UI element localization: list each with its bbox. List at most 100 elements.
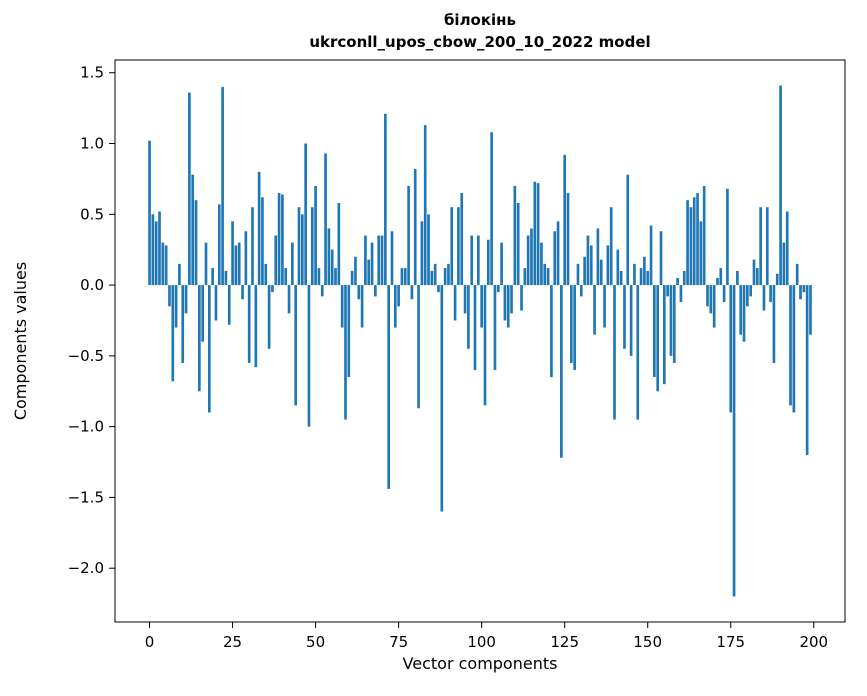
bar bbox=[669, 285, 673, 356]
bars-group bbox=[148, 85, 812, 597]
bar bbox=[579, 285, 583, 297]
bar bbox=[536, 183, 540, 286]
bar bbox=[503, 285, 507, 321]
bar bbox=[377, 235, 381, 286]
bar bbox=[513, 185, 517, 286]
bar bbox=[198, 285, 201, 392]
bar bbox=[729, 285, 733, 413]
bar bbox=[158, 211, 161, 286]
bar bbox=[516, 202, 520, 286]
bar bbox=[533, 181, 537, 286]
bar bbox=[586, 235, 590, 286]
bar bbox=[247, 285, 251, 363]
bar bbox=[251, 207, 254, 286]
bar bbox=[350, 270, 354, 286]
bar bbox=[463, 285, 467, 314]
bar bbox=[194, 200, 198, 286]
bar bbox=[340, 285, 344, 328]
bar bbox=[749, 285, 753, 297]
bar bbox=[593, 285, 596, 335]
bar bbox=[264, 263, 268, 286]
bar bbox=[178, 263, 181, 286]
bar bbox=[281, 194, 284, 286]
y-tick-label: −1.5 bbox=[68, 488, 104, 506]
bar bbox=[573, 285, 576, 371]
bar bbox=[706, 285, 709, 307]
bar bbox=[732, 285, 736, 597]
bar bbox=[589, 245, 593, 286]
bar bbox=[490, 132, 493, 286]
bar bbox=[397, 285, 400, 307]
bar bbox=[629, 285, 633, 356]
bar bbox=[347, 285, 351, 378]
bar bbox=[616, 249, 620, 286]
bar bbox=[400, 268, 404, 286]
bar bbox=[287, 285, 291, 314]
bar bbox=[357, 285, 361, 300]
bar bbox=[560, 285, 563, 458]
bar bbox=[234, 245, 238, 286]
bar bbox=[775, 273, 779, 286]
bar bbox=[726, 188, 729, 286]
bar bbox=[433, 263, 437, 286]
bar bbox=[443, 268, 447, 286]
bar bbox=[291, 242, 294, 286]
bar bbox=[300, 214, 304, 286]
x-tick-label: 0 bbox=[145, 633, 155, 651]
bar bbox=[712, 285, 716, 328]
bar bbox=[423, 125, 427, 286]
x-tick-label: 75 bbox=[389, 633, 408, 651]
bar bbox=[450, 207, 454, 286]
plot-box bbox=[114, 59, 846, 623]
bar bbox=[613, 285, 616, 420]
bar bbox=[460, 193, 464, 286]
bar bbox=[543, 263, 547, 286]
y-axis-label: Components values bbox=[11, 262, 30, 420]
bar bbox=[310, 207, 314, 286]
bar bbox=[284, 268, 288, 286]
y-tick-label: 0.0 bbox=[80, 276, 104, 294]
bar bbox=[317, 268, 321, 286]
bar bbox=[437, 285, 440, 293]
bar bbox=[576, 263, 580, 286]
bar bbox=[380, 235, 384, 286]
bar bbox=[623, 285, 626, 349]
bar bbox=[184, 285, 188, 314]
bar bbox=[639, 268, 643, 286]
bar bbox=[164, 245, 168, 286]
bar bbox=[211, 268, 214, 286]
bar bbox=[201, 285, 205, 342]
x-tick-label: 100 bbox=[467, 633, 496, 651]
bar bbox=[540, 242, 543, 286]
bar bbox=[656, 285, 660, 392]
bar bbox=[682, 270, 686, 286]
bar bbox=[802, 285, 806, 293]
bar bbox=[214, 285, 218, 321]
bar bbox=[480, 285, 483, 328]
bar bbox=[148, 140, 151, 286]
bar bbox=[795, 263, 799, 286]
bar bbox=[330, 249, 334, 286]
bar bbox=[696, 193, 699, 286]
bar bbox=[370, 242, 374, 286]
bar bbox=[174, 285, 178, 328]
bar bbox=[643, 256, 646, 286]
bar bbox=[739, 285, 743, 335]
y-tick-label: 1.5 bbox=[80, 64, 104, 82]
bar bbox=[742, 285, 746, 342]
bar bbox=[297, 207, 301, 286]
bar bbox=[583, 256, 586, 286]
bar bbox=[294, 285, 297, 406]
bar bbox=[483, 285, 487, 406]
bar bbox=[407, 185, 410, 286]
x-tick-label: 50 bbox=[306, 633, 325, 651]
bar bbox=[237, 242, 241, 286]
bar bbox=[506, 285, 510, 328]
bar bbox=[716, 278, 719, 286]
bar bbox=[755, 268, 759, 286]
y-tick-label: 0.5 bbox=[80, 205, 104, 223]
bar bbox=[799, 285, 802, 300]
bar bbox=[473, 285, 477, 371]
bar bbox=[526, 235, 530, 286]
bar bbox=[413, 169, 417, 286]
